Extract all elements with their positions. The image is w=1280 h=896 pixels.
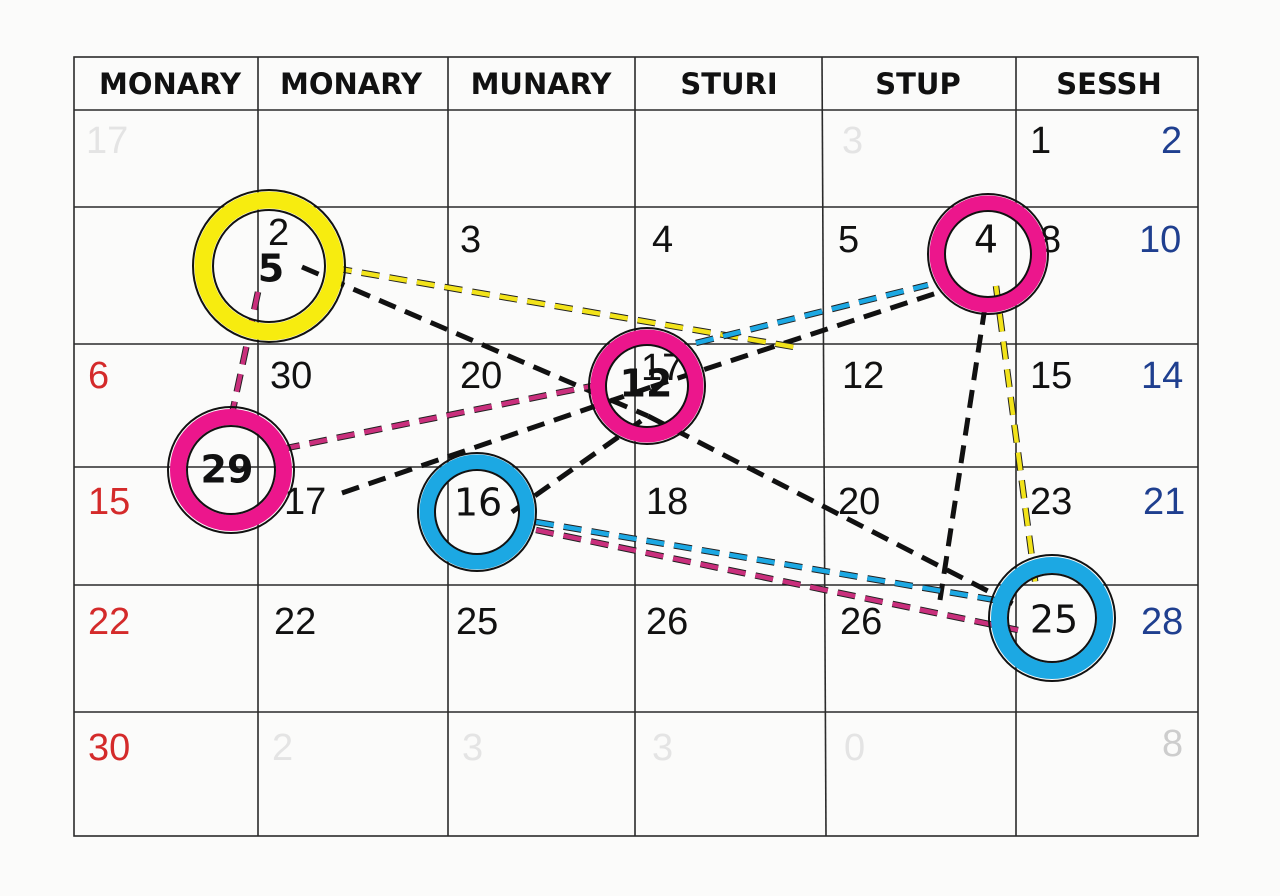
weekday-headers: MONARY MONARY MUNARY STURI STUP SESSH [99,67,1162,101]
day-number: 28 [1141,601,1183,643]
circle-label: 16 [454,481,502,525]
day-number: 17 [86,120,128,162]
day-number: 10 [1139,219,1181,261]
ring-outline [434,469,520,555]
magenta-dashed-connector [281,383,593,452]
ring-band [929,195,1047,313]
ring-band [170,409,292,531]
ring-outline [927,193,1049,315]
ring-outline [192,189,346,343]
day-number: 22 [88,601,130,643]
day-number: 3 [460,219,481,261]
day-number: 3 [462,727,483,769]
highlight-circle-cyan: 16 [417,452,537,572]
yellow-dashed-connector [333,265,801,351]
day-number: 20 [460,355,502,397]
day-number: 18 [646,481,688,523]
day-number: 6 [88,355,109,397]
day-number: 30 [88,727,130,769]
day-number: 17 [284,481,326,523]
day-number: 20 [838,481,880,523]
highlight-circle-cyan: 25 [988,554,1116,682]
ring-outline [212,209,326,323]
day-number: 21 [1143,481,1185,523]
day-number: 15 [1030,355,1072,397]
cyan-dashed-connector [535,519,996,603]
ring-outline [186,425,276,515]
calendar-border [73,56,1199,837]
day-number: 25 [456,601,498,643]
circle-label: 25 [1030,598,1078,642]
day-number: 12 [842,355,884,397]
column-divider [821,56,827,837]
black-dashed-connector [650,287,947,390]
magenta-dashed-connector [229,291,261,415]
day-numbers: 17 3 1 2 2 3 4 5 8 10 6 30 20 17 12 15 1… [86,120,1185,769]
black-dashed-connector [646,413,1017,608]
day-number: 2 [272,727,293,769]
black-dashed-connector [301,264,649,419]
day-number: 26 [646,601,688,643]
day-number: 15 [88,481,130,523]
day-number: 2 [1161,120,1182,162]
day-number: 1 [1030,120,1051,162]
ring-outline [588,327,706,445]
yellow-dashed-connector [993,285,1039,589]
circle-label: 29 [201,448,254,492]
highlight-circles: 5 4 12 29 16 [167,189,1116,682]
highlight-circle-magenta: 12 [588,327,706,445]
connector-lines [228,264,1040,634]
day-number: 26 [840,601,882,643]
day-number: 8 [1162,723,1183,765]
highlight-circle-magenta: 4 [927,193,1049,315]
weekday-header: STUP [875,67,960,101]
magenta-dashed-connector [535,527,1019,633]
day-number: 23 [1030,481,1072,523]
day-number: 5 [838,219,859,261]
cyan-dashed-connector [695,282,929,346]
day-number: 22 [274,601,316,643]
day-number: 3 [652,727,673,769]
highlight-circle-magenta: 29 [167,406,295,534]
day-number: 0 [844,727,865,769]
ring-band [419,454,535,570]
ring-outline [988,554,1116,682]
weekday-header: MONARY [99,67,242,101]
day-number: 30 [270,355,312,397]
ring-outline [605,344,689,428]
black-dashed-connector [937,306,988,601]
weekday-header: SESSH [1056,67,1161,101]
ring-band [991,557,1113,679]
ring-outline [417,452,537,572]
ring-band [590,329,704,443]
day-number: 4 [652,219,673,261]
ring-outline [1007,573,1097,663]
ring-outline [944,210,1032,298]
day-number: 3 [842,120,863,162]
highlight-circle-yellow: 5 [192,189,346,343]
weekday-header: MONARY [280,67,423,101]
ring-outline [167,406,295,534]
weekday-header: STURI [680,67,777,101]
circle-label: 5 [258,247,284,291]
day-number: 2 [268,212,289,254]
circle-label: 12 [620,362,673,406]
ring-band [194,191,344,341]
calendar-grid [73,56,1199,837]
day-number: 14 [1141,355,1183,397]
weekday-header: MUNARY [471,67,613,101]
circle-label: 4 [974,218,998,262]
